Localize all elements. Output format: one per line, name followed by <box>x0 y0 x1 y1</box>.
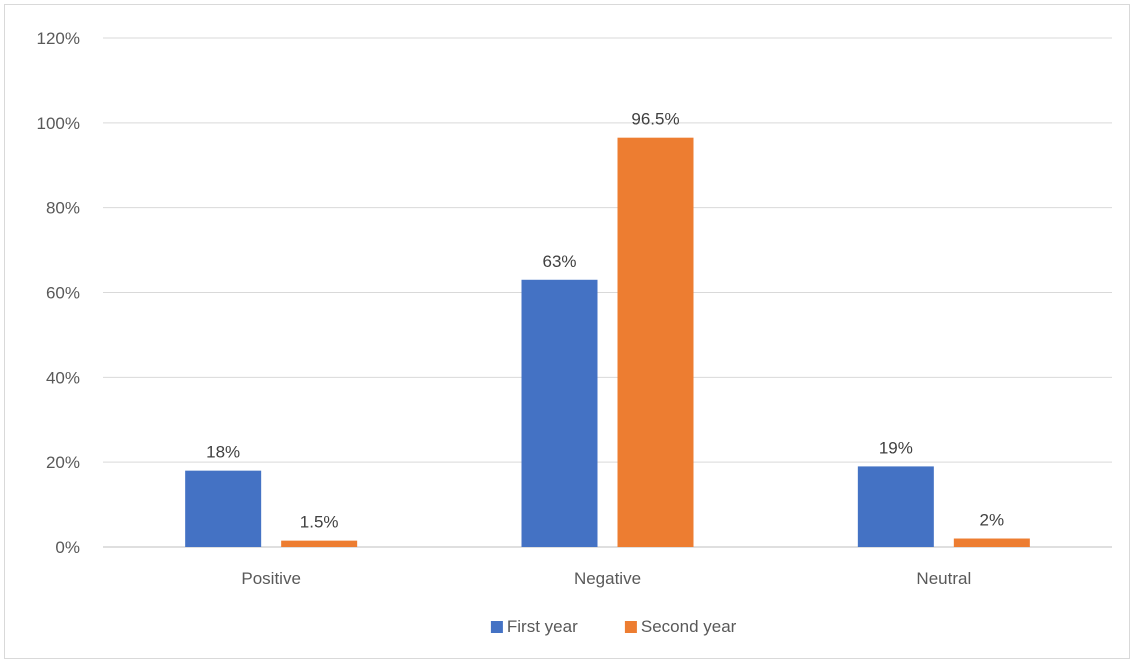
bar-neutral-second-year <box>953 538 1030 547</box>
data-labels: 18% 1.5% 63% 96.5% 19% 2% <box>206 110 1004 532</box>
category-label-negative: Negative <box>574 569 641 588</box>
legend-label: First year <box>507 617 578 636</box>
data-label: 1.5% <box>300 513 339 532</box>
y-tick-label: 100% <box>37 114 80 133</box>
x-axis-category-labels: Positive Negative Neutral <box>241 569 971 588</box>
legend-swatch <box>490 621 503 633</box>
data-label: 96.5% <box>631 110 679 129</box>
bar-positive-second-year <box>281 540 358 547</box>
data-label: 63% <box>542 252 576 271</box>
y-tick-label: 120% <box>37 29 80 48</box>
data-label: 19% <box>879 438 913 457</box>
legend-label: Second year <box>641 617 737 636</box>
category-label-positive: Positive <box>241 569 301 588</box>
legend-item-second-year[interactable]: Second year <box>624 617 737 636</box>
legend[interactable]: First year Second year <box>490 617 737 636</box>
legend-swatch <box>624 621 637 633</box>
y-axis-tick-labels: 0% 20% 40% 60% 80% 100% 120% <box>37 29 80 557</box>
gridlines <box>103 37 1112 548</box>
y-tick-label: 20% <box>46 453 80 472</box>
y-tick-label: 40% <box>46 368 80 387</box>
y-tick-label: 0% <box>55 538 80 557</box>
category-label-neutral: Neutral <box>916 569 971 588</box>
bars <box>185 137 1030 547</box>
bar-negative-first-year <box>521 279 598 547</box>
data-label: 18% <box>206 443 240 462</box>
bar-neutral-first-year <box>857 466 934 547</box>
y-tick-label: 60% <box>46 284 80 303</box>
data-label: 2% <box>980 511 1005 530</box>
legend-item-first-year[interactable]: First year <box>490 617 578 636</box>
y-tick-label: 80% <box>46 199 80 218</box>
bar-negative-second-year <box>617 137 694 547</box>
bar-positive-first-year <box>185 470 262 547</box>
